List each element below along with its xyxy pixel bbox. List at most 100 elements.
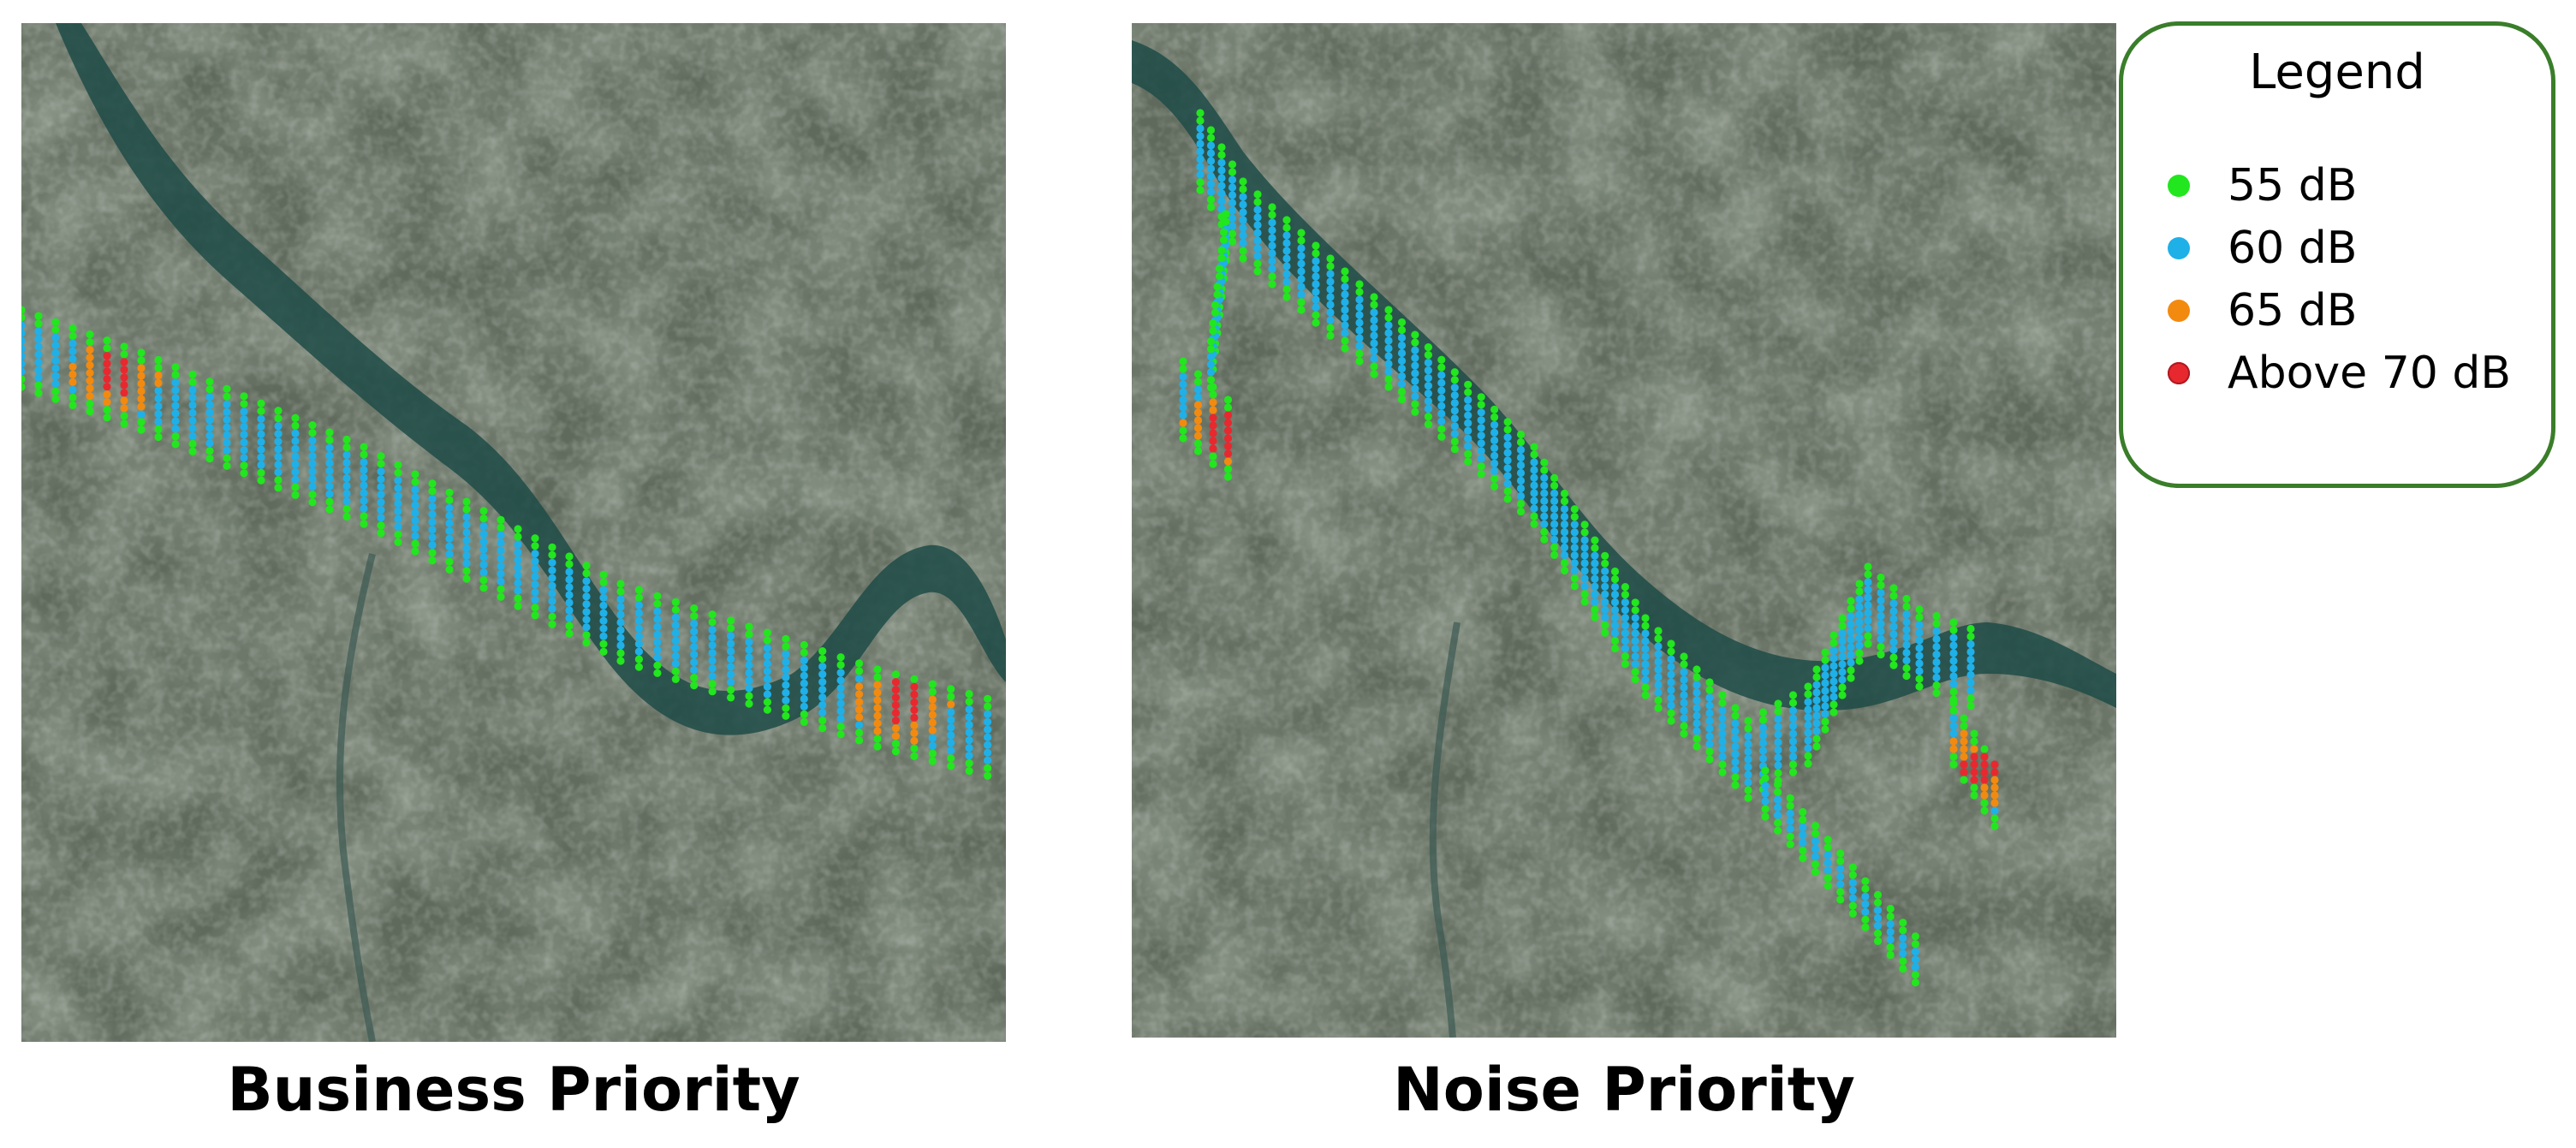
noise-dot [1949,745,1958,753]
noise-dot [634,601,644,610]
noise-dot [1799,838,1807,848]
noise-dot [342,450,351,460]
noise-dot [690,628,699,636]
noise-dot [171,371,180,379]
noise-dot [1970,791,1978,800]
noise-dot [1282,239,1291,247]
noise-dot [965,721,973,729]
noise-dot [1326,331,1335,340]
noise-dot [1297,298,1306,306]
noise-dot [1253,198,1262,206]
noise-dot [291,437,300,445]
noise-dot [137,348,146,357]
noise-dot [634,624,644,633]
noise-dot [1370,293,1378,301]
noise-dot [1424,397,1432,406]
noise-dot [325,451,334,460]
noise-dot [1932,634,1941,644]
noise-dot [548,574,556,582]
noise-dot [1540,527,1549,536]
noise-dot [428,479,437,488]
noise-dot [548,589,556,598]
noise-dot [1680,668,1688,676]
noise-dot [171,386,180,395]
noise-dot [1774,723,1782,731]
noise-dot [411,539,419,548]
noise-dot [1397,395,1407,404]
noise-dot [1312,257,1320,265]
noise-dot [1864,593,1872,602]
noise-dot [782,711,790,720]
noise-dot [616,610,625,619]
noise-dot [1774,707,1782,716]
noise-dot [1631,675,1639,684]
noise-dot [1812,665,1821,674]
noise-dot [1915,605,1924,614]
noise-dot [1855,595,1864,604]
noise-dot [394,499,402,508]
noise-dot [1268,218,1276,227]
noise-dot [582,585,591,593]
noise-dot [394,461,402,469]
noise-dot [1239,223,1247,232]
noise-dot [745,630,753,639]
noise-dot [800,663,808,673]
noise-dot [653,645,662,654]
noise-dot [1667,709,1675,717]
noise-dot [1312,318,1320,327]
noise-dot [1384,352,1393,360]
noise-dot [1223,442,1233,450]
noise-dot [1370,308,1378,317]
noise-dot [428,503,437,511]
noise-dot [727,632,735,640]
noise-dot [531,557,539,566]
noise-dot [891,740,900,748]
noise-dot [1744,724,1752,733]
noise-dot [1540,458,1549,467]
noise-dot [1774,788,1782,796]
noise-dot [1355,342,1364,350]
noise-dot [171,432,180,441]
noise-dot [1550,504,1559,514]
noise-dot [1610,598,1620,607]
noise-dot [1206,376,1216,384]
noise-dot [708,680,717,688]
noise-dot [1949,699,1958,707]
noise-dot [1560,550,1569,560]
noise-dot [1591,590,1599,598]
noise-dot [1970,745,1978,753]
noise-dot [671,605,680,615]
noise-dot [1911,940,1919,949]
noise-dot [928,734,937,742]
noise-dot [1193,401,1203,409]
noise-dot [1193,424,1203,432]
noise-dot [1550,481,1559,491]
noise-dot [274,414,283,423]
noise-dot [1530,489,1538,497]
noise-dot [1268,280,1276,288]
noise-dot [1641,637,1650,645]
noise-dot [891,732,900,741]
noise-dot [836,723,845,731]
noise-dot [1804,713,1812,722]
noise-dot [291,413,300,422]
noise-dot [342,466,351,475]
noise-dot [1397,379,1407,389]
noise-dot [800,671,808,681]
noise-dot [873,719,882,728]
noise-dot [745,699,753,708]
noise-dot [1911,948,1919,956]
noise-dot [1829,662,1838,670]
noise-dot [1949,722,1958,730]
noise-dot [1560,489,1569,498]
noise-dot [928,757,937,765]
noise-dot [1411,338,1419,347]
noise-dot [1680,714,1688,723]
noise-dot [1902,594,1911,604]
noise-dot [1464,442,1472,450]
noise-dot [1761,766,1770,775]
noise-dot [1179,365,1187,373]
noise-dot [1718,691,1727,699]
noise-dot [1911,955,1919,964]
noise-dot [1932,650,1941,659]
